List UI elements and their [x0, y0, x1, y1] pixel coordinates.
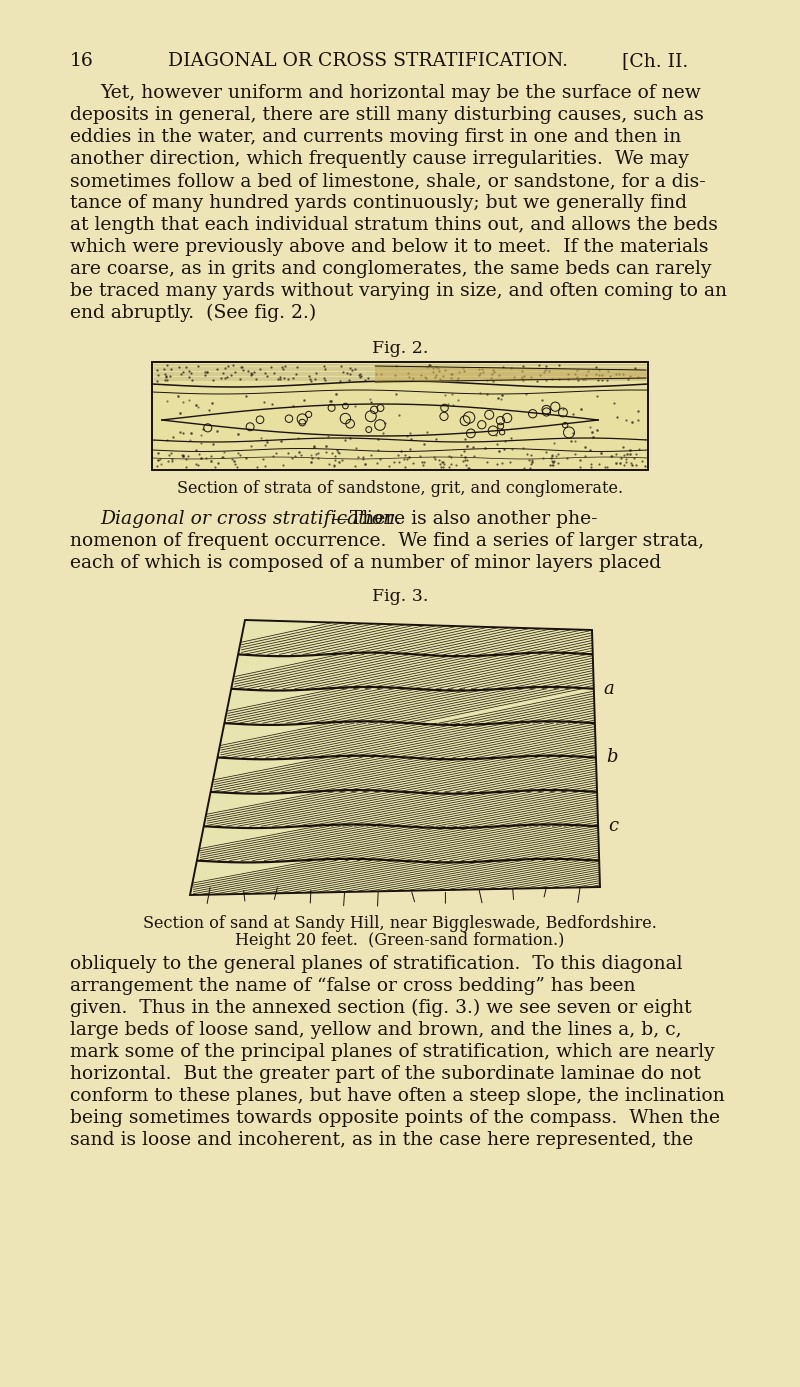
Text: —There is also another phe-: —There is also another phe-: [331, 510, 598, 528]
Text: Fig. 3.: Fig. 3.: [372, 588, 428, 605]
Text: Section of sand at Sandy Hill, near Biggleswade, Bedfordshire.: Section of sand at Sandy Hill, near Bigg…: [143, 915, 657, 932]
Text: Diagonal or cross stratification.: Diagonal or cross stratification.: [100, 510, 401, 528]
Text: obliquely to the general planes of stratification.  To this diagonal: obliquely to the general planes of strat…: [70, 956, 682, 974]
Text: arrangement the name of “false or cross bedding” has been: arrangement the name of “false or cross …: [70, 976, 635, 994]
Text: DIAGONAL OR CROSS STRATIFICATION.: DIAGONAL OR CROSS STRATIFICATION.: [168, 51, 568, 69]
Text: mark some of the principal planes of stratification, which are nearly: mark some of the principal planes of str…: [70, 1043, 714, 1061]
Bar: [152, 362, 648, 470]
Text: sometimes follow a bed of limestone, shale, or sandstone, for a dis-: sometimes follow a bed of limestone, sha…: [70, 172, 706, 190]
Text: 16: 16: [70, 51, 94, 69]
Text: which were previously above and below it to meet.  If the materials: which were previously above and below it…: [70, 239, 709, 257]
Text: each of which is composed of a number of minor layers placed: each of which is composed of a number of…: [70, 553, 661, 571]
Text: horizontal.  But the greater part of the subordinate laminae do not: horizontal. But the greater part of the …: [70, 1065, 701, 1083]
Text: Section of strata of sandstone, grit, and conglomerate.: Section of strata of sandstone, grit, an…: [177, 480, 623, 497]
Text: Yet, however uniform and horizontal may be the surface of new: Yet, however uniform and horizontal may …: [100, 85, 701, 103]
Text: conform to these planes, but have often a steep slope, the inclination: conform to these planes, but have often …: [70, 1087, 725, 1105]
Text: [Ch. II.: [Ch. II.: [622, 51, 688, 69]
Text: be traced many yards without varying in size, and often coming to an: be traced many yards without varying in …: [70, 282, 727, 300]
Polygon shape: [190, 620, 600, 895]
Text: given.  Thus in the annexed section (fig. 3.) we see seven or eight: given. Thus in the annexed section (fig.…: [70, 999, 692, 1017]
Text: deposits in general, there are still many disturbing causes, such as: deposits in general, there are still man…: [70, 105, 704, 123]
Text: sand is loose and incoherent, as in the case here represented, the: sand is loose and incoherent, as in the …: [70, 1130, 694, 1148]
Bar: [152, 362, 648, 470]
Text: eddies in the water, and currents moving first in one and then in: eddies in the water, and currents moving…: [70, 128, 682, 146]
Text: Height 20 feet.  (Green-sand formation.): Height 20 feet. (Green-sand formation.): [235, 932, 565, 949]
Text: large beds of loose sand, yellow and brown, and the lines a, b, c,: large beds of loose sand, yellow and bro…: [70, 1021, 682, 1039]
Text: Fig. 2.: Fig. 2.: [372, 340, 428, 356]
Text: b: b: [606, 749, 618, 767]
Text: tance of many hundred yards continuously; but we generally find: tance of many hundred yards continuously…: [70, 194, 687, 212]
Text: are coarse, as in grits and conglomerates, the same beds can rarely: are coarse, as in grits and conglomerate…: [70, 259, 711, 277]
Text: another direction, which frequently cause irregularities.  We may: another direction, which frequently caus…: [70, 150, 689, 168]
Text: nomenon of frequent occurrence.  We find a series of larger strata,: nomenon of frequent occurrence. We find …: [70, 533, 704, 551]
Text: at length that each individual stratum thins out, and allows the beds: at length that each individual stratum t…: [70, 216, 718, 234]
Text: a: a: [604, 680, 614, 698]
Text: end abruptly.  (See fig. 2.): end abruptly. (See fig. 2.): [70, 304, 316, 322]
Text: being sometimes towards opposite points of the compass.  When the: being sometimes towards opposite points …: [70, 1110, 720, 1128]
Text: c: c: [608, 817, 618, 835]
